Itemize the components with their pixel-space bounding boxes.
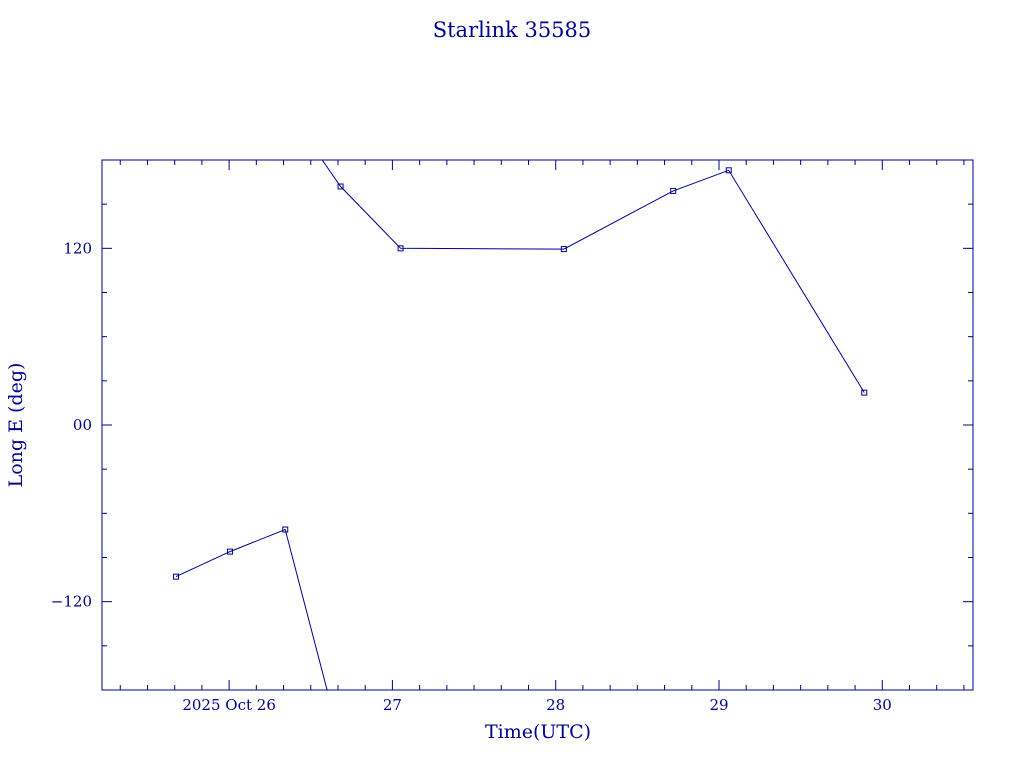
y-tick-label: 120	[63, 239, 92, 257]
series-line	[321, 160, 865, 393]
x-tick-label: 29	[709, 696, 728, 714]
x-axis-label: Time(UTC)	[485, 721, 591, 743]
data-point	[670, 187, 677, 194]
data-point	[227, 548, 234, 555]
data-point	[173, 573, 180, 580]
x-tick-label: 28	[546, 696, 565, 714]
plot-frame	[101, 159, 974, 691]
x-tick-label: 2025 Oct 26	[182, 696, 276, 714]
chart-title: Starlink 35585	[433, 18, 592, 42]
data-point	[337, 183, 344, 190]
data-point	[397, 245, 404, 252]
axis-ticks	[102, 159, 973, 691]
data-point	[861, 389, 868, 396]
y-tick-label: −120	[51, 593, 92, 611]
series-line	[175, 528, 328, 690]
plot-area	[173, 160, 868, 690]
y-axis-label: Long E (deg)	[5, 363, 27, 488]
y-tick-label: 00	[73, 416, 92, 434]
data-point	[282, 526, 289, 533]
tick-labels: −120 00 120 2025 Oct 26 27 28 29 30	[51, 239, 892, 714]
data-point	[560, 246, 567, 253]
data-point	[725, 167, 732, 174]
x-tick-label: 30	[873, 696, 892, 714]
x-tick-label: 27	[383, 696, 402, 714]
